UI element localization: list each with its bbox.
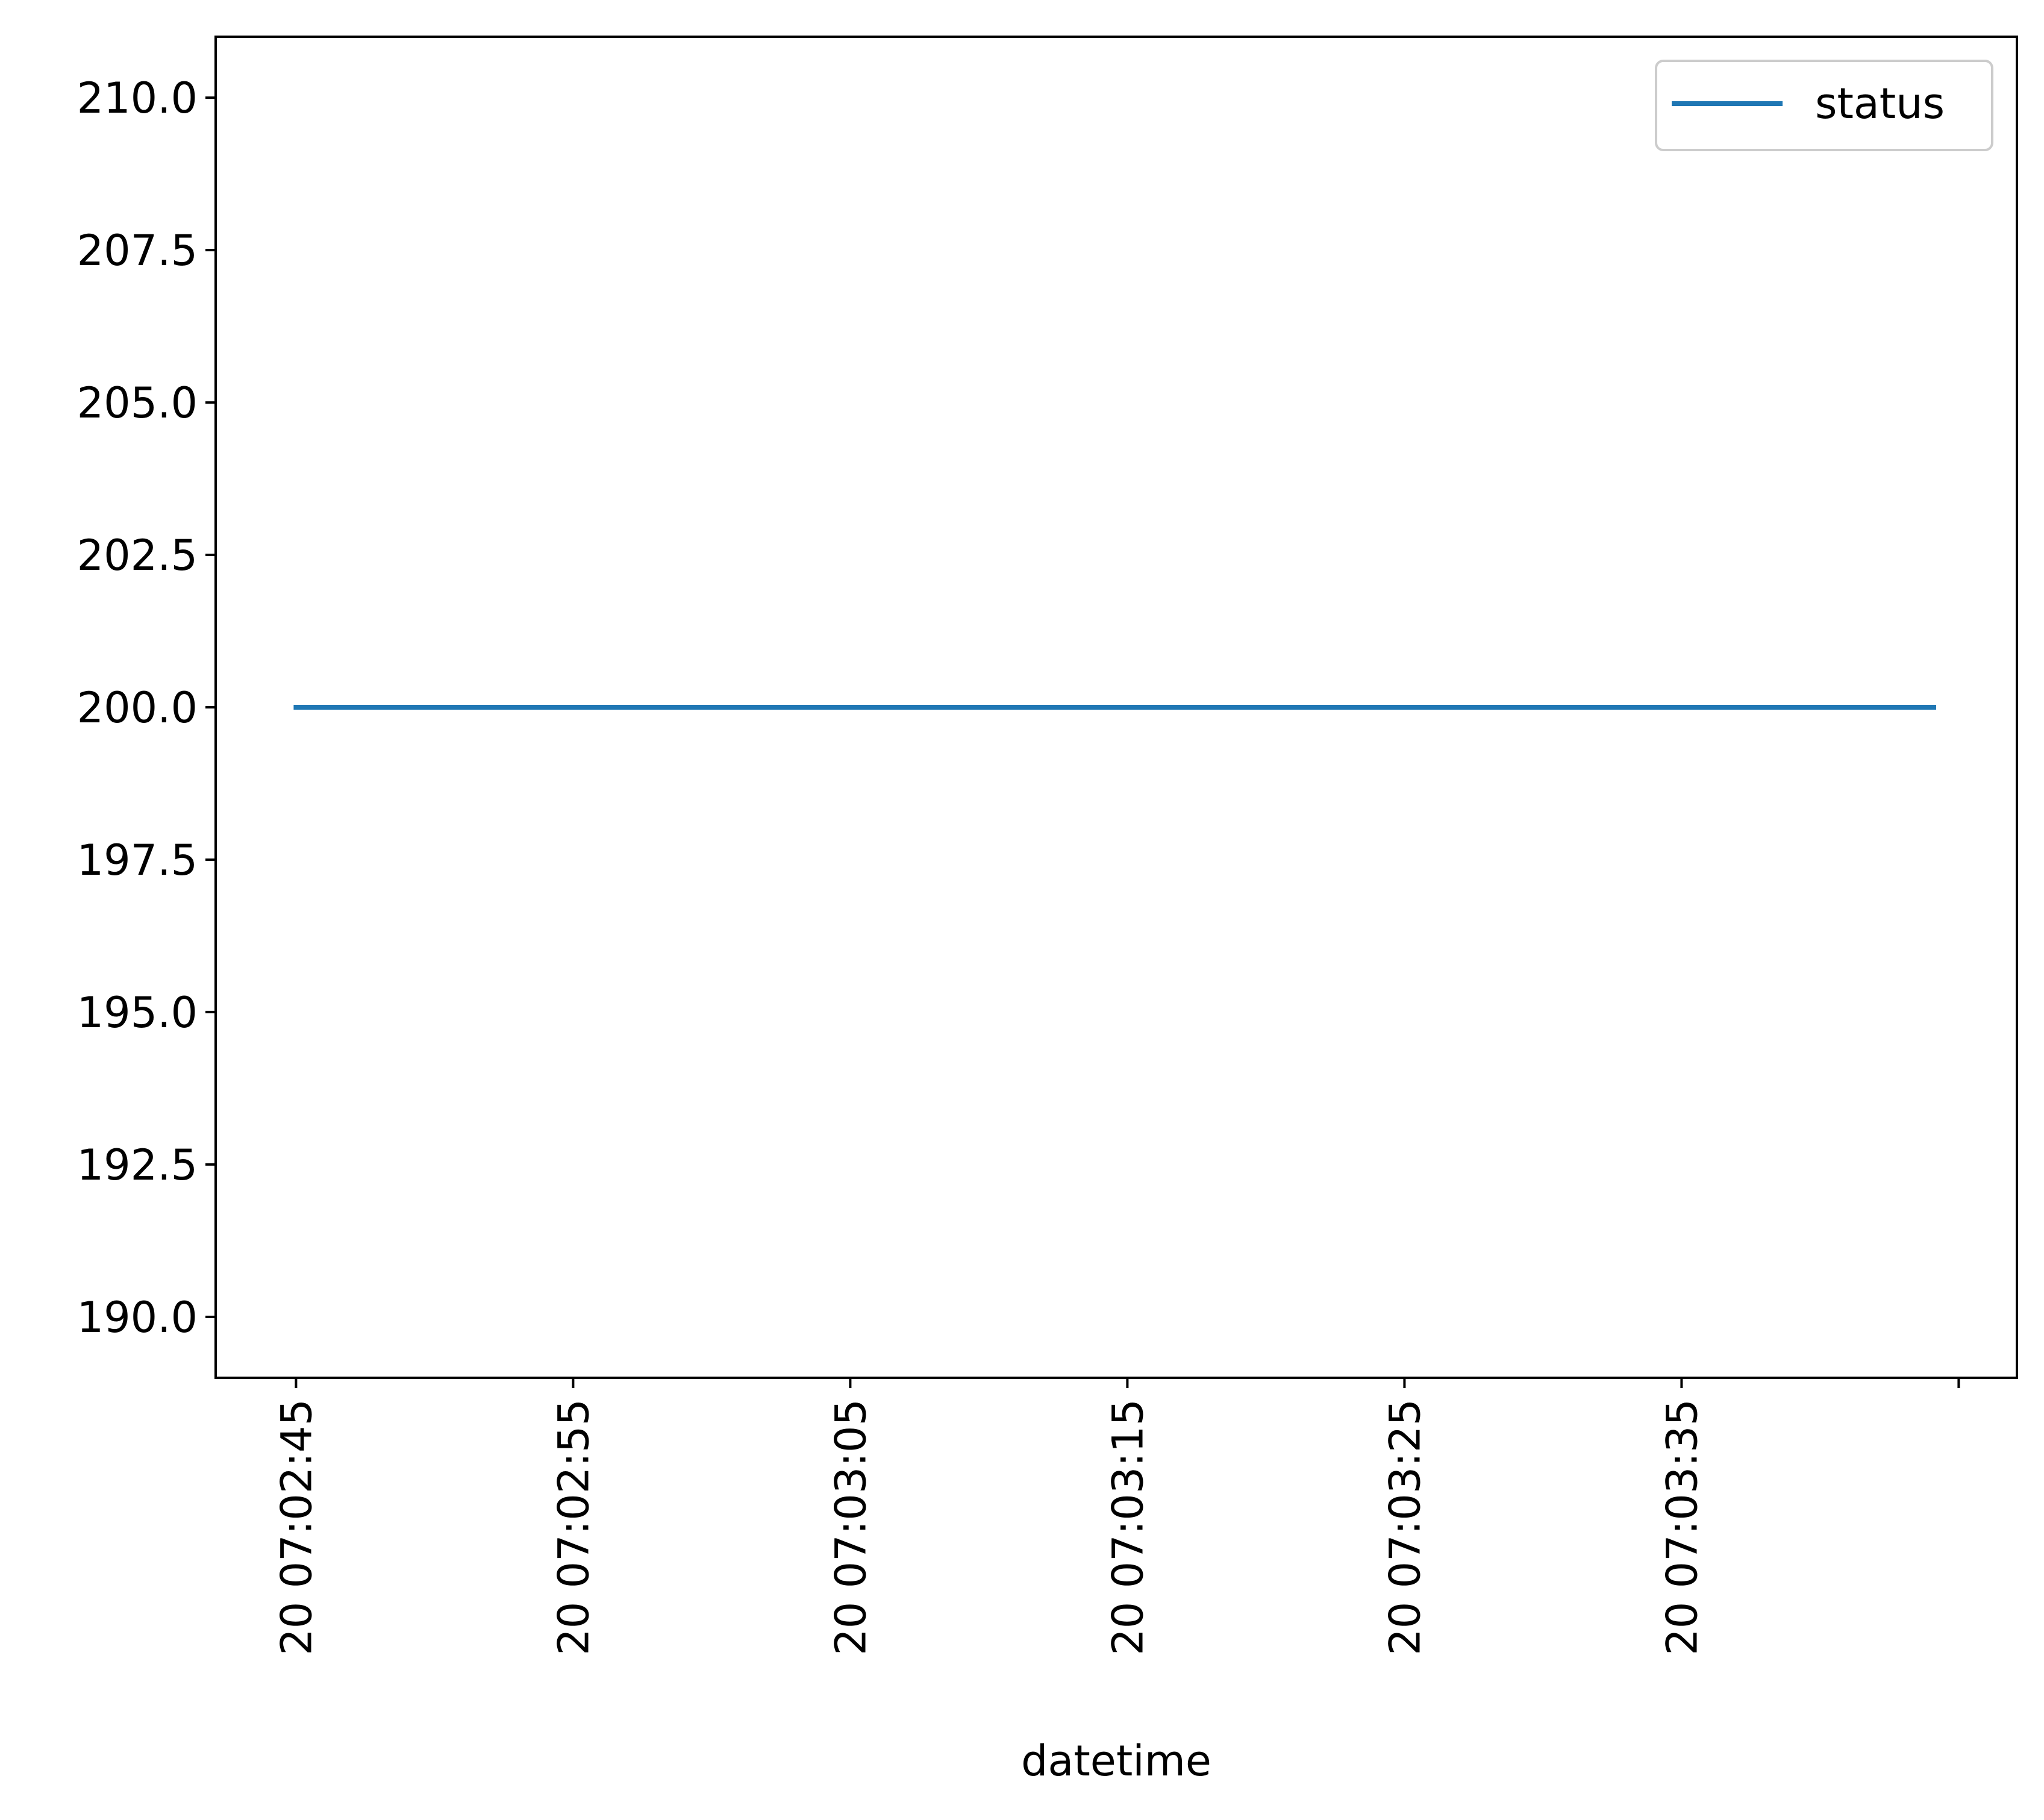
x-tick-label: 20 07:03:25	[1380, 1399, 1430, 1656]
y-axis: 190.0 192.5 195.0 197.5 200.0 202.5 205.0 207.5…	[77, 73, 216, 1342]
y-tick-label: 192.5	[77, 1140, 198, 1190]
y-tick-label: 190.0	[77, 1293, 198, 1342]
x-tick-label: 20 07:03:35	[1657, 1399, 1707, 1656]
y-tick-label: 197.5	[77, 836, 198, 885]
x-tick-label: 20 07:02:45	[272, 1399, 321, 1656]
plot-area-frame	[214, 36, 2018, 1379]
y-tick-label: 200.0	[77, 683, 198, 733]
x-axis-label: datetime	[1021, 1736, 1211, 1786]
y-tick-label: 202.5	[77, 531, 198, 580]
y-tick-label: 210.0	[77, 73, 198, 123]
legend-label-status: status	[1815, 79, 1945, 128]
y-tick-label: 205.0	[77, 378, 198, 428]
x-tick-label: 20 07:03:05	[826, 1399, 875, 1656]
legend: status	[1655, 60, 1993, 151]
y-tick-label: 207.5	[77, 226, 198, 275]
x-tick-label: 20 07:03:15	[1103, 1399, 1152, 1656]
y-tick-label: 195.0	[77, 988, 198, 1037]
x-axis: 20 07:02:45 20 07:02:55 20 07:03:05 20 07:0…	[272, 1378, 1960, 1656]
legend-frame	[1655, 60, 1993, 151]
x-tick-label: 20 07:02:55	[549, 1399, 598, 1656]
